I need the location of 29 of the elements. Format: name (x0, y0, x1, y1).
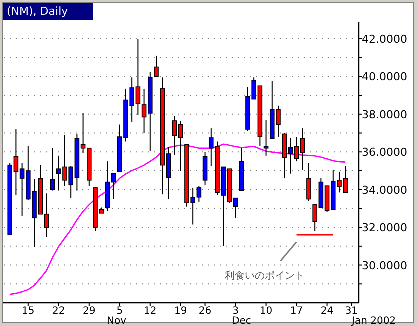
annotation: 利食いのポイント (224, 270, 305, 282)
text: Jan 2002 (351, 316, 396, 326)
x-tick-label: 26 (198, 306, 212, 317)
x-tick-label: 24 (320, 306, 334, 317)
x-tick-label: 31 (345, 306, 358, 317)
x-tick-label: 17 (290, 306, 304, 317)
x-tick-label: 29 (83, 306, 96, 317)
candlestick (154, 55, 159, 78)
y-tick-label: 30.0000 (362, 259, 408, 272)
x-tick-label: 5 (116, 306, 124, 317)
candlestick (264, 120, 269, 156)
x-tick-label: 19 (174, 306, 188, 317)
y-tick-label: 32.0000 (362, 222, 408, 235)
x-tick-label: 10 (260, 306, 273, 317)
y-tick-label: 34.0000 (362, 184, 408, 197)
y-tick-label: 42.0000 (362, 32, 408, 46)
y-tick-label: 38.0000 (362, 108, 408, 122)
text: Dec (232, 316, 252, 326)
x-tick-label: 12 (144, 306, 157, 317)
candlestick (50, 148, 56, 192)
text: Nov (107, 316, 127, 326)
x-tick-label: 3 (232, 306, 239, 317)
x-tick-label: 15 (22, 306, 35, 317)
candlestick (202, 152, 208, 186)
chart-title: (NM), Daily (7, 5, 69, 18)
y-tick-label: 36.0000 (362, 146, 408, 160)
candlestick (306, 162, 312, 202)
x-tick-label: 22 (52, 306, 66, 317)
y-tick-label: 40.0000 (362, 70, 408, 84)
